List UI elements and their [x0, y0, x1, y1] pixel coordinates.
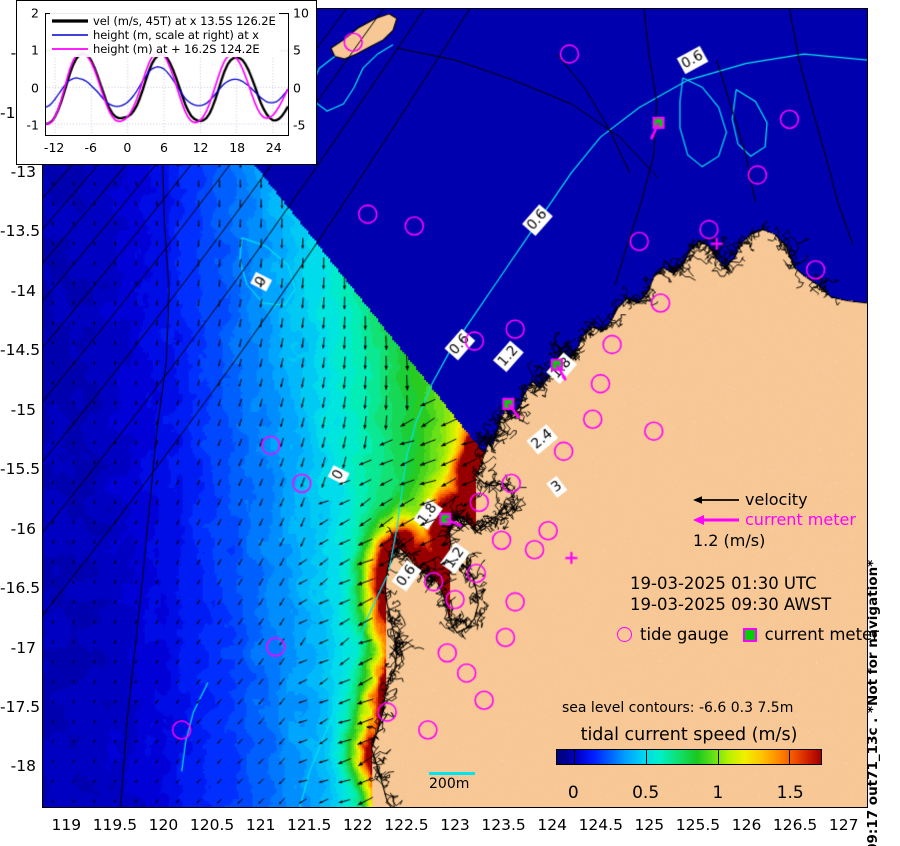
map-y-tick: -13 [0, 163, 36, 181]
inset-x-tick: -6 [85, 140, 97, 155]
map-x-tick: 124.5 [579, 816, 623, 834]
colorbar-group: tidal current speed (m/s) 0 0.5 1 1.5 [556, 725, 822, 787]
colorbar-tick [646, 749, 647, 765]
colorbar-tick-label: 1.5 [777, 783, 804, 803]
symbol-legend: tide gauge current meter [617, 625, 879, 644]
map-x-tick: 122.5 [384, 816, 428, 834]
colorbar-tick-labels: 0 0.5 1 1.5 [556, 765, 822, 787]
velocity-legend-row: velocity [693, 490, 856, 509]
map-y-tick: -17.5 [0, 698, 36, 716]
scale-bar: 200m [429, 772, 475, 792]
map-x-tick: 121.5 [287, 816, 331, 834]
sea-level-contour-note: sea level contours: -6.6 0.3 7.5m [562, 700, 793, 716]
line-swatch-icon [52, 16, 88, 26]
inset-x-tick: -12 [44, 140, 64, 155]
inset-y-tick-right: -5 [293, 117, 305, 132]
scale-bar-line [429, 772, 475, 775]
map-x-tick: 122 [343, 816, 373, 834]
inset-legend: vel (m/s, 45T) at x 13.5S 126.2E height … [50, 13, 279, 57]
map-y-tick: -13.5 [0, 222, 36, 240]
map-x-tick: 125 [635, 816, 665, 834]
inset-y-tick-right: 10 [293, 6, 309, 21]
line-swatch-icon [52, 30, 88, 40]
current-meter-arrow-icon [693, 513, 739, 527]
tide-gauge-legend-label: tide gauge [640, 625, 729, 644]
map-x-tick: 126.5 [773, 816, 817, 834]
map-x-tick: 124 [537, 816, 567, 834]
colorbar-tick [574, 749, 575, 765]
velocity-arrow-icon [693, 493, 739, 507]
velocity-legend-label: velocity [745, 490, 808, 509]
map-x-tick: 120 [149, 816, 179, 834]
inset-legend-label-height-magenta: height (m) at + 16.2S 124.2E [93, 43, 260, 55]
datetime-utc: 19-03-2025 01:30 UTC [630, 573, 831, 594]
colorbar [556, 749, 822, 765]
inset-y-tick-left: 1 [31, 43, 39, 58]
colorbar-tick [789, 749, 790, 765]
inset-legend-label-height-right: height (m, scale at right) at x [93, 29, 259, 41]
colorbar-title: tidal current speed (m/s) [556, 725, 822, 745]
map-x-tick: 121 [246, 816, 276, 834]
figure-root: 119 119.5 120 120.5 121 121.5 122 122.5 123 123.5… [0, 0, 900, 846]
colorbar-tick-label: 0 [568, 783, 579, 803]
timeseries-inset[interactable]: vel (m/s, 45T) at x 13.5S 126.2E height … [16, 0, 317, 165]
velocity-legend: velocity current meter 1.2 (m/s) [693, 490, 856, 550]
map-x-tick: 127 [829, 816, 859, 834]
inset-x-tick: 12 [193, 140, 209, 155]
inset-x-tick: 18 [229, 140, 245, 155]
inset-x-tick: 0 [123, 140, 131, 155]
inset-y-tick-left: 0 [31, 80, 39, 95]
inset-legend-label-velocity: vel (m/s, 45T) at x 13.5S 126.2E [93, 15, 276, 27]
inset-legend-item-height-magenta: height (m) at + 16.2S 124.2E [52, 42, 276, 56]
tide-gauge-icon [617, 627, 632, 642]
map-x-tick: 119.5 [93, 816, 137, 834]
map-y-tick: -14.5 [0, 341, 36, 359]
map-x-tick: 126 [732, 816, 762, 834]
inset-x-tick: 24 [266, 140, 282, 155]
inset-x-tick: 6 [160, 140, 168, 155]
map-y-tick: -16.5 [0, 579, 36, 597]
map-y-tick: -14 [0, 282, 36, 300]
datetime-block: 19-03-2025 01:30 UTC 19-03-2025 09:30 AW… [630, 573, 831, 615]
current-meter-legend-row: current meter [693, 510, 856, 529]
line-swatch-icon [52, 44, 88, 54]
map-y-tick: -18 [0, 757, 36, 775]
scale-bar-label: 200m [429, 776, 475, 792]
colorbar-tick-label: 1 [712, 783, 723, 803]
copyright-notice: © IMOS 11-Dec-2024 21:09:17 out71_13c . … [862, 8, 884, 808]
velocity-magnitude-label: 1.2 (m/s) [693, 531, 856, 550]
copyright-text: © IMOS 11-Dec-2024 21:09:17 out71_13c . … [865, 560, 881, 846]
map-x-tick: 123.5 [481, 816, 525, 834]
datetime-local: 19-03-2025 09:30 AWST [630, 594, 831, 615]
map-x-tick: 120.5 [190, 816, 234, 834]
colorbar-tick-label: 0.5 [632, 783, 659, 803]
map-y-tick: -17 [0, 639, 36, 657]
inset-y-tick-right: 5 [293, 43, 301, 58]
inset-y-tick-left: 2 [31, 6, 39, 21]
map-x-tick: 119 [51, 816, 81, 834]
inset-y-tick-right: 0 [293, 80, 301, 95]
map-y-tick: -16 [0, 520, 36, 538]
current-meter-legend-label: current meter [745, 510, 856, 529]
inset-y-tick-left: -1 [27, 117, 39, 132]
map-x-tick: 125.5 [676, 816, 720, 834]
map-y-tick: -15 [0, 401, 36, 419]
map-x-tick: 123 [440, 816, 470, 834]
inset-legend-item-height-right: height (m, scale at right) at x [52, 28, 276, 42]
inset-legend-item-velocity: vel (m/s, 45T) at x 13.5S 126.2E [52, 14, 276, 28]
current-meter-icon [743, 628, 757, 642]
map-y-tick: -15.5 [0, 460, 36, 478]
colorbar-tick [718, 749, 719, 765]
